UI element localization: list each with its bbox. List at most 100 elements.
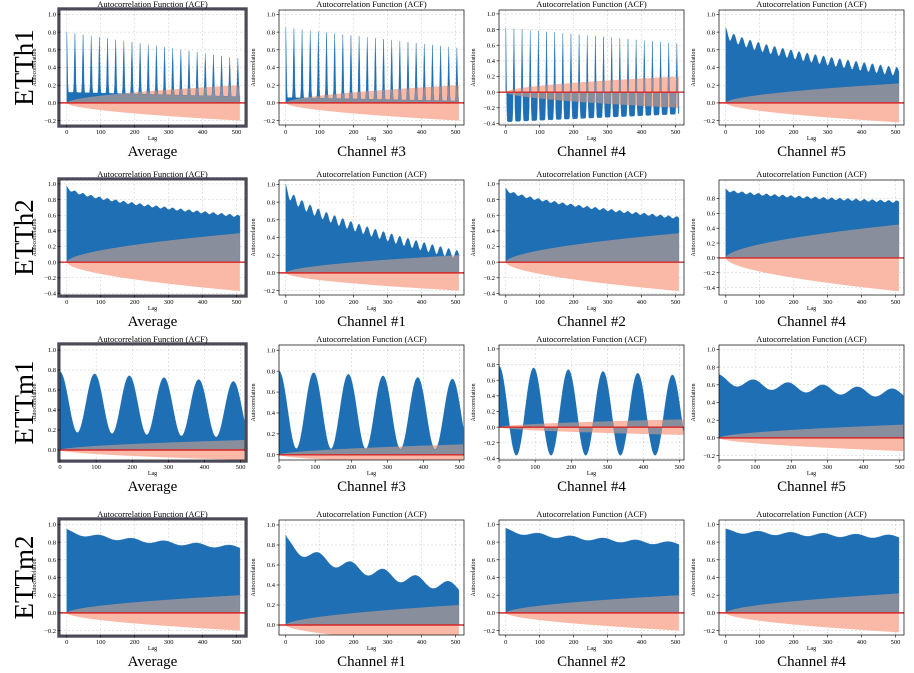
x-tick-label: 500	[232, 129, 242, 136]
confidence-overlap	[505, 233, 679, 263]
x-tick-label: 100	[755, 639, 765, 646]
y-axis-label: Autocorrelation	[691, 384, 697, 422]
confidence-overlap	[719, 424, 904, 438]
y-tick-label: 0.6	[707, 557, 716, 564]
y-tick-label: 0.0	[48, 610, 56, 617]
y-tick-label: −0.2	[483, 440, 495, 447]
x-tick-label: 0	[284, 299, 287, 306]
x-tick-label: 500	[671, 129, 681, 136]
y-tick-label: −0.4	[483, 121, 496, 128]
y-tick-label: 1.0	[48, 181, 56, 188]
y-tick-label: −0.4	[483, 456, 496, 463]
x-tick-label: 100	[96, 129, 106, 136]
y-tick-label: 0.2	[267, 431, 275, 438]
y-tick-label: 0.6	[48, 557, 57, 564]
y-tick-label: 0.0	[267, 270, 275, 277]
y-tick-label: 0.2	[487, 409, 495, 416]
x-tick-label: 500	[895, 464, 905, 471]
acf-panel-ettm2-3: 0 100 200 300 400 500 −0.2 0.0 0.2 0.4 0.6 0.8 1.0 Au…	[691, 509, 905, 670]
subplot-title: Autocorrelation Function (ACF)	[536, 169, 647, 179]
x-tick-label: 500	[232, 639, 242, 646]
y-axis-label: Autocorrelation	[471, 219, 477, 257]
subplot-title: Autocorrelation Function (ACF)	[756, 0, 867, 9]
confidence-overlap	[285, 605, 459, 625]
subplot-title: Autocorrelation Function (ACF)	[756, 334, 867, 344]
confidence-overlap	[499, 419, 684, 428]
y-tick-label: 0.2	[267, 82, 275, 89]
y-tick-label: 0.4	[487, 58, 496, 65]
y-tick-label: −0.2	[483, 628, 495, 635]
x-tick-label: 400	[198, 129, 208, 136]
acf-panel-ettm2-0: 0 100 200 300 400 500 −0.2 0.0 0.2 0.4 0.6 0.8 1.0 Au…	[32, 509, 248, 670]
x-tick-label: 300	[603, 464, 613, 471]
x-tick-label: 300	[164, 299, 174, 306]
highlight-border	[57, 177, 248, 298]
acf-area	[66, 528, 241, 614]
row-label-ettm1: ETTm1	[9, 361, 39, 445]
x-tick-label: 300	[823, 639, 833, 646]
acf-panel-ettm1-3: 0 100 200 300 400 500 −0.2 0.0 0.2 0.4 0.6 0.8 1.0 Au…	[691, 334, 905, 495]
panel-caption: Channel #1	[337, 654, 406, 670]
x-axis-label: Lag	[807, 646, 816, 652]
x-tick-label: 300	[823, 464, 833, 471]
x-tick-label: 500	[236, 464, 246, 471]
y-tick-label: 0.6	[487, 212, 496, 219]
x-tick-label: 100	[91, 464, 101, 471]
acf-panel-etth1-2: 0 100 200 300 400 500 −0.4 −0.2 0.0 0.2 0.4 0.6 0.8 1…	[471, 0, 685, 160]
x-tick-label: 400	[417, 129, 427, 136]
acf-panel-etth1-3: 0 100 200 300 400 500 −0.2 0.0 0.2 0.4 0.6 0.8 1.0 Au…	[691, 0, 905, 160]
x-tick-label: 200	[127, 464, 137, 471]
panel-caption: Channel #4	[777, 314, 846, 330]
x-tick-label: 100	[96, 639, 106, 646]
y-tick-label: −0.2	[703, 453, 715, 460]
y-tick-label: 1.0	[707, 12, 715, 19]
confidence-overlap	[725, 224, 899, 258]
x-tick-label: 200	[349, 639, 359, 646]
y-axis-label: Autocorrelation	[691, 559, 697, 597]
x-tick-label: 400	[859, 464, 869, 471]
y-axis-label: Autocorrelation	[32, 384, 38, 422]
x-tick-label: 500	[455, 464, 465, 471]
panel-caption: Average	[128, 654, 178, 670]
y-tick-label: 0.4	[487, 228, 496, 235]
y-tick-label: 0.2	[267, 252, 275, 259]
y-tick-label: 1.0	[487, 181, 495, 188]
y-tick-label: 0.6	[48, 212, 57, 219]
x-tick-label: 0	[65, 299, 68, 306]
panel-caption: Channel #2	[557, 654, 626, 670]
subplot-title: Autocorrelation Function (ACF)	[536, 0, 647, 9]
x-tick-label: 300	[164, 639, 174, 646]
acf-area	[499, 365, 684, 456]
x-tick-label: 200	[130, 129, 140, 136]
x-tick-label: 300	[603, 129, 613, 136]
y-tick-label: 0.4	[487, 393, 496, 400]
y-tick-label: 0.2	[707, 592, 715, 599]
y-axis-label: Autocorrelation	[691, 49, 697, 87]
x-tick-label: 0	[58, 464, 61, 471]
y-tick-label: 1.0	[48, 12, 56, 19]
x-axis-label: Lag	[367, 646, 376, 652]
y-tick-label: 0.0	[487, 259, 495, 266]
subplot-title: Autocorrelation Function (ACF)	[316, 334, 427, 344]
x-tick-label: 200	[130, 639, 140, 646]
subplot-title: Autocorrelation Function (ACF)	[536, 509, 647, 519]
x-tick-label: 300	[603, 639, 613, 646]
x-tick-label: 100	[315, 639, 325, 646]
panel-caption: Channel #5	[777, 144, 846, 160]
x-tick-label: 400	[637, 129, 647, 136]
y-tick-label: 1.0	[707, 522, 715, 529]
y-tick-label: −0.2	[263, 118, 275, 125]
x-tick-label: 300	[383, 639, 393, 646]
x-tick-label: 400	[198, 299, 208, 306]
axes-frame	[498, 9, 685, 126]
subplot-title: Autocorrelation Function (ACF)	[756, 509, 867, 519]
x-tick-label: 200	[569, 299, 579, 306]
y-tick-label: −0.2	[263, 288, 275, 295]
panel-caption: Channel #3	[337, 144, 406, 160]
y-tick-label: 0.4	[487, 575, 496, 582]
x-tick-label: 300	[383, 464, 393, 471]
y-tick-label: −0.4	[44, 291, 57, 298]
panel-caption: Average	[128, 479, 178, 495]
y-tick-label: 0.6	[48, 47, 57, 54]
